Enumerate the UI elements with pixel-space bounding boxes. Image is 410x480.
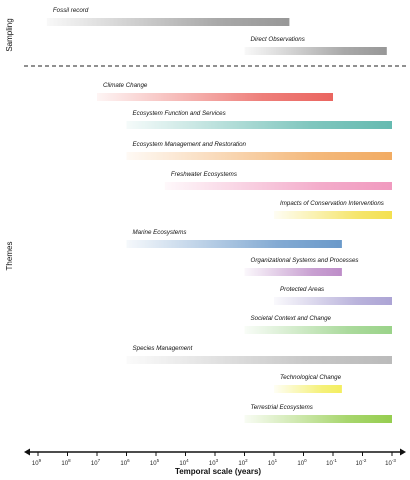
label-species-management: Species Management — [133, 345, 193, 352]
bar-protected-areas — [274, 297, 392, 305]
x-tick-label-3: 106 — [120, 458, 130, 467]
label-direct-observations: Direct Observations — [251, 36, 305, 43]
label-organizational-systems-and-processes: Organizational Systems and Processes — [251, 257, 359, 264]
x-axis-left-arrow — [24, 448, 30, 456]
label-marine-ecosystems: Marine Ecosystems — [133, 229, 187, 236]
label-fossil-record: Fossil record — [53, 7, 89, 14]
x-tick-label-10: 10-1 — [326, 458, 337, 467]
bar-technological-change — [274, 385, 342, 393]
label-freshwater-ecosystems: Freshwater Ecosystems — [171, 171, 237, 178]
bar-societal-context-and-change — [244, 326, 392, 334]
bar-ecosystem-function-and-services — [126, 121, 392, 129]
x-tick-label-8: 101 — [268, 458, 278, 467]
bar-marine-ecosystems — [126, 240, 342, 248]
label-climate-change: Climate Change — [103, 82, 148, 89]
x-tick-label-4: 105 — [150, 458, 160, 467]
label-technological-change: Technological Change — [280, 374, 342, 381]
bar-fossil-record — [46, 18, 290, 26]
bar-direct-observations — [244, 47, 387, 55]
x-tick-label-1: 108 — [61, 458, 71, 467]
x-tick-label-7: 102 — [238, 458, 248, 467]
x-tick-label-0: 109 — [32, 458, 42, 467]
x-axis-right-arrow — [400, 448, 406, 456]
x-tick-label-5: 104 — [179, 458, 189, 467]
bar-terrestrial-ecosystems — [244, 415, 392, 423]
x-tick-label-9: 100 — [297, 458, 307, 467]
bar-ecosystem-management-and-restoration — [126, 152, 392, 160]
label-protected-areas: Protected Areas — [280, 286, 324, 293]
x-tick-label-11: 10-2 — [356, 458, 367, 467]
x-tick-label-2: 107 — [91, 458, 101, 467]
label-ecosystem-function-and-services: Ecosystem Function and Services — [133, 110, 226, 117]
group-label-sampling: Sampling — [5, 18, 14, 51]
label-societal-context-and-change: Societal Context and Change — [251, 315, 332, 322]
x-tick-label-6: 103 — [209, 458, 219, 467]
bar-impacts-of-conservation-interventions — [274, 211, 392, 219]
bar-species-management — [126, 356, 392, 364]
x-axis-title: Temporal scale (years) — [175, 467, 261, 476]
group-label-themes: Themes — [5, 242, 14, 271]
label-ecosystem-management-and-restoration: Ecosystem Management and Restoration — [133, 141, 247, 148]
label-impacts-of-conservation-interventions: Impacts of Conservation Interventions — [280, 200, 384, 207]
bar-climate-change — [97, 93, 333, 101]
x-tick-label-12: 10-3 — [385, 458, 396, 467]
label-terrestrial-ecosystems: Terrestrial Ecosystems — [251, 404, 313, 411]
bar-freshwater-ecosystems — [164, 182, 392, 190]
bar-organizational-systems-and-processes — [244, 268, 342, 276]
